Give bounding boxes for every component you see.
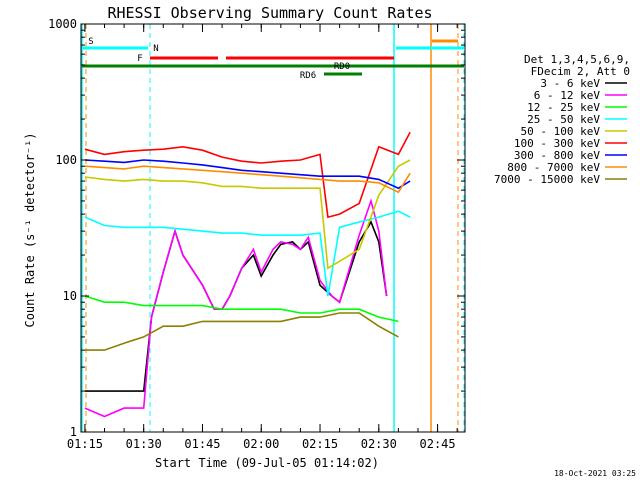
series-line [84, 312, 399, 351]
flag-label: S [88, 37, 93, 47]
series-line [84, 159, 411, 190]
y-tick-label: 1000 [48, 17, 77, 31]
legend-label: 25 - 50 keV [527, 113, 600, 126]
legend-label: 12 - 25 keV [527, 101, 600, 114]
series-line [84, 159, 411, 270]
legend-label: 7000 - 15000 keV [494, 173, 600, 186]
legend-label: 100 - 300 keV [514, 137, 600, 150]
series-line [84, 210, 411, 297]
legend-header: Det 1,3,4,5,6,9, [524, 53, 630, 66]
chart-title: RHESSI Observing Summary Count Rates [107, 4, 432, 22]
x-tick-label: 02:45 [420, 437, 456, 451]
x-tick-label: 02:30 [361, 437, 397, 451]
legend-label: 3 - 6 keV [540, 77, 600, 90]
timestamp: 18-Oct-2021 03:25 [554, 469, 636, 478]
series-line [84, 131, 411, 219]
axes: 1 10 100 1000 01:15 01:30 01:45 02:00 02:15 02:30… [48, 17, 466, 451]
flag-label: N [153, 44, 158, 54]
x-tick-label: 01:45 [184, 437, 220, 451]
plot-area: S N F RD0 RD6 [81, 24, 465, 432]
x-axis-label: Start Time (09-Jul-05 01:14:02) [155, 456, 379, 470]
plot-frame [80, 23, 466, 433]
legend-label: 50 - 100 keV [521, 125, 601, 138]
legend: Det 1,3,4,5,6,9,FDecim 2, Att 03 - 6 keV… [494, 53, 630, 186]
y-tick-label: 1 [70, 425, 77, 439]
legend-header: FDecim 2, Att 0 [531, 65, 630, 78]
x-tick-label: 01:30 [126, 437, 162, 451]
flag-label: RD6 [300, 71, 316, 81]
x-tick-label: 02:00 [243, 437, 279, 451]
flag-label: F [137, 54, 142, 64]
flag-label: RD0 [334, 62, 350, 72]
x-tick-label: 01:15 [67, 437, 103, 451]
y-tick-label: 100 [55, 153, 77, 167]
y-axis-label: Count Rate (s⁻¹ detector⁻¹) [23, 132, 37, 327]
legend-label: 800 - 7000 keV [507, 161, 600, 174]
series-line [84, 198, 388, 418]
legend-label: 6 - 12 keV [534, 89, 601, 102]
series-line [84, 295, 399, 323]
series-line [84, 165, 411, 194]
x-tick-label: 02:15 [302, 437, 338, 451]
legend-label: 300 - 800 keV [514, 149, 600, 162]
y-tick-label: 10 [63, 289, 77, 303]
